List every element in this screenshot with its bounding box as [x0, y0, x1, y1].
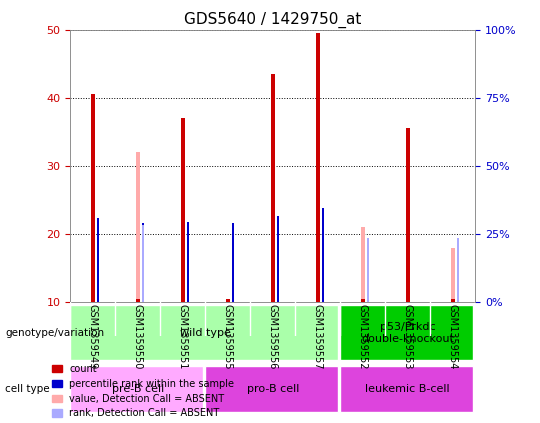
Title: GDS5640 / 1429750_at: GDS5640 / 1429750_at: [184, 12, 361, 28]
Bar: [141, 223, 145, 302]
Text: GSM1359557: GSM1359557: [313, 304, 323, 370]
FancyBboxPatch shape: [70, 365, 203, 412]
Bar: [141, 225, 145, 302]
Bar: [232, 223, 234, 302]
Text: GSM1359549: GSM1359549: [87, 304, 98, 369]
Bar: [180, 118, 185, 302]
Bar: [322, 208, 325, 302]
Bar: [136, 152, 140, 302]
Text: GSM1359555: GSM1359555: [222, 304, 233, 370]
Bar: [315, 33, 320, 302]
Text: genotype/variation: genotype/variation: [5, 328, 105, 338]
Bar: [450, 248, 455, 302]
Bar: [271, 74, 275, 302]
Text: GSM1359556: GSM1359556: [268, 304, 278, 369]
FancyBboxPatch shape: [70, 305, 338, 360]
Bar: [187, 222, 190, 302]
Text: GSM1359554: GSM1359554: [448, 304, 458, 369]
Bar: [226, 299, 230, 302]
Bar: [367, 238, 369, 302]
Bar: [361, 299, 365, 302]
Text: pre-B cell: pre-B cell: [112, 384, 164, 394]
FancyBboxPatch shape: [340, 365, 473, 412]
Text: leukemic B-cell: leukemic B-cell: [366, 384, 450, 394]
Text: GSM1359553: GSM1359553: [403, 304, 413, 369]
Bar: [450, 299, 455, 302]
Bar: [91, 94, 95, 302]
Bar: [136, 299, 140, 302]
Text: GSM1359552: GSM1359552: [357, 304, 368, 370]
Text: GSM1359551: GSM1359551: [178, 304, 188, 369]
Bar: [97, 218, 99, 302]
Legend: count, percentile rank within the sample, value, Detection Call = ABSENT, rank, : count, percentile rank within the sample…: [48, 360, 238, 423]
Text: GSM1359550: GSM1359550: [133, 304, 143, 369]
Text: pro-B cell: pro-B cell: [247, 384, 299, 394]
Text: wild type: wild type: [180, 328, 231, 338]
Bar: [457, 238, 460, 302]
FancyBboxPatch shape: [205, 365, 338, 412]
Text: p53/Prkdc
double-knockout: p53/Prkdc double-knockout: [361, 322, 454, 343]
Text: cell type: cell type: [5, 384, 50, 394]
Bar: [361, 228, 365, 302]
Bar: [277, 217, 280, 302]
FancyBboxPatch shape: [340, 305, 473, 360]
Bar: [406, 129, 410, 302]
